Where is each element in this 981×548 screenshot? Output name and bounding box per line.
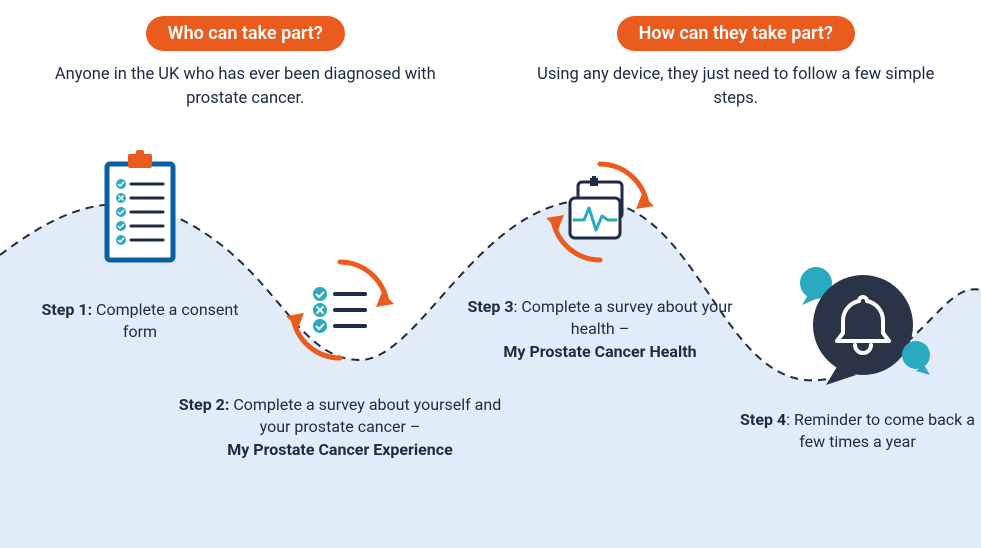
cycle-health-folder-icon xyxy=(450,152,750,276)
how-pill: How can they take part? xyxy=(617,16,855,51)
step-2-text: Step 2: Complete a survey about yourself… xyxy=(170,394,510,461)
header-right: How can they take part? Using any device… xyxy=(526,16,946,111)
header-left: Who can take part? Anyone in the UK who … xyxy=(35,16,455,111)
step-3: Step 3: Complete a survey about your hea… xyxy=(450,300,750,363)
header-row: Who can take part? Anyone in the UK who … xyxy=(0,16,981,111)
how-subtitle: Using any device, they just need to foll… xyxy=(526,63,946,111)
step-4: Step 4: Reminder to come back a few time… xyxy=(735,415,980,454)
who-pill: Who can take part? xyxy=(146,16,345,51)
step-2: Step 2: Complete a survey about yourself… xyxy=(170,410,510,461)
step-4-text: Step 4: Reminder to come back a few time… xyxy=(735,409,980,454)
bell-chat-icon xyxy=(735,255,980,399)
step-3-text: Step 3: Complete a survey about your hea… xyxy=(450,296,750,363)
who-subtitle: Anyone in the UK who has ever been diagn… xyxy=(35,63,455,111)
